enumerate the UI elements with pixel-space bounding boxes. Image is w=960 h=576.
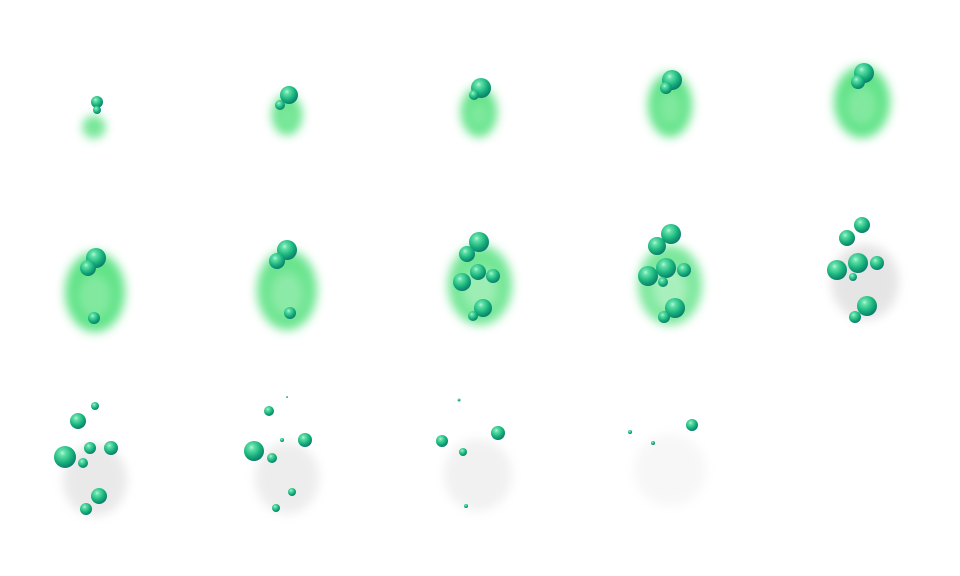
sprite-frame-12 bbox=[244, 396, 319, 514]
bubble bbox=[464, 504, 468, 508]
bubble bbox=[284, 307, 296, 319]
bubble bbox=[849, 311, 861, 323]
bubble bbox=[459, 246, 475, 262]
sprite-frame-5 bbox=[834, 63, 890, 138]
sprite-frame-10 bbox=[827, 217, 899, 323]
bubble bbox=[286, 396, 288, 398]
sprite-frame-8 bbox=[448, 232, 512, 325]
bubble bbox=[660, 82, 672, 94]
bubble bbox=[661, 224, 681, 244]
sprite-frame-14 bbox=[628, 419, 706, 506]
bubble bbox=[80, 260, 96, 276]
bubble bbox=[658, 277, 668, 287]
bubble bbox=[264, 406, 274, 416]
smoke-highlight bbox=[87, 122, 101, 135]
bubble bbox=[839, 230, 855, 246]
bubble bbox=[848, 253, 868, 273]
bubble bbox=[857, 296, 877, 316]
bubble bbox=[288, 488, 296, 496]
bubble bbox=[91, 402, 99, 410]
bubble bbox=[84, 442, 96, 454]
bubble bbox=[656, 258, 676, 278]
smoke-highlight bbox=[270, 272, 304, 316]
bubble bbox=[88, 312, 100, 324]
bubble bbox=[658, 311, 670, 323]
bubble bbox=[854, 217, 870, 233]
bubble bbox=[849, 273, 857, 281]
bubble bbox=[651, 441, 655, 445]
sprite-frame-7 bbox=[257, 240, 317, 330]
bubble bbox=[470, 264, 486, 280]
sprite-frame-6 bbox=[65, 248, 125, 332]
bubble bbox=[457, 398, 461, 402]
smoke-highlight bbox=[78, 274, 112, 318]
bubble bbox=[275, 100, 285, 110]
bubble bbox=[468, 311, 478, 321]
bubble bbox=[469, 90, 479, 100]
bubble bbox=[491, 426, 505, 440]
sprite-frame-4 bbox=[648, 70, 692, 137]
bubble bbox=[628, 430, 632, 434]
bubble bbox=[486, 269, 500, 283]
sprite-frame-3 bbox=[461, 78, 497, 137]
smoke-cloud bbox=[255, 442, 319, 514]
sprite-frame-9 bbox=[638, 224, 702, 325]
bubble bbox=[267, 453, 277, 463]
smoke-highlight bbox=[469, 100, 489, 129]
bubble bbox=[70, 413, 86, 429]
bubble bbox=[453, 273, 471, 291]
bubble bbox=[665, 298, 685, 318]
bubble bbox=[827, 260, 847, 280]
bubble bbox=[93, 106, 101, 114]
smoke-cloud bbox=[444, 439, 512, 511]
bubble bbox=[870, 256, 884, 270]
bubble bbox=[54, 446, 76, 468]
bubble bbox=[244, 441, 264, 461]
bubble bbox=[686, 419, 698, 431]
bubble bbox=[269, 253, 285, 269]
bubble bbox=[280, 86, 298, 104]
bubble bbox=[272, 504, 280, 512]
bubble bbox=[436, 435, 448, 447]
bubble bbox=[80, 503, 92, 515]
bubble bbox=[78, 458, 88, 468]
sprite-frame-13 bbox=[436, 398, 512, 511]
bubble bbox=[648, 237, 666, 255]
bubble bbox=[677, 263, 691, 277]
smoke-cloud bbox=[634, 434, 706, 506]
bubble bbox=[851, 75, 865, 89]
bubble bbox=[280, 438, 284, 442]
sprite-frame-2 bbox=[272, 86, 302, 135]
sprite-frame-11 bbox=[54, 402, 127, 516]
bubble bbox=[91, 488, 107, 504]
bubble bbox=[638, 266, 658, 286]
bubble bbox=[91, 96, 103, 108]
bubble bbox=[474, 299, 492, 317]
smoke-highlight bbox=[846, 85, 878, 126]
bubble bbox=[298, 433, 312, 447]
bubble bbox=[459, 448, 467, 456]
bubble bbox=[104, 441, 118, 455]
smoke-highlight bbox=[278, 106, 296, 128]
sprite-frame-1 bbox=[83, 96, 105, 138]
bubble bbox=[469, 232, 489, 252]
smoke-highlight bbox=[657, 90, 683, 126]
